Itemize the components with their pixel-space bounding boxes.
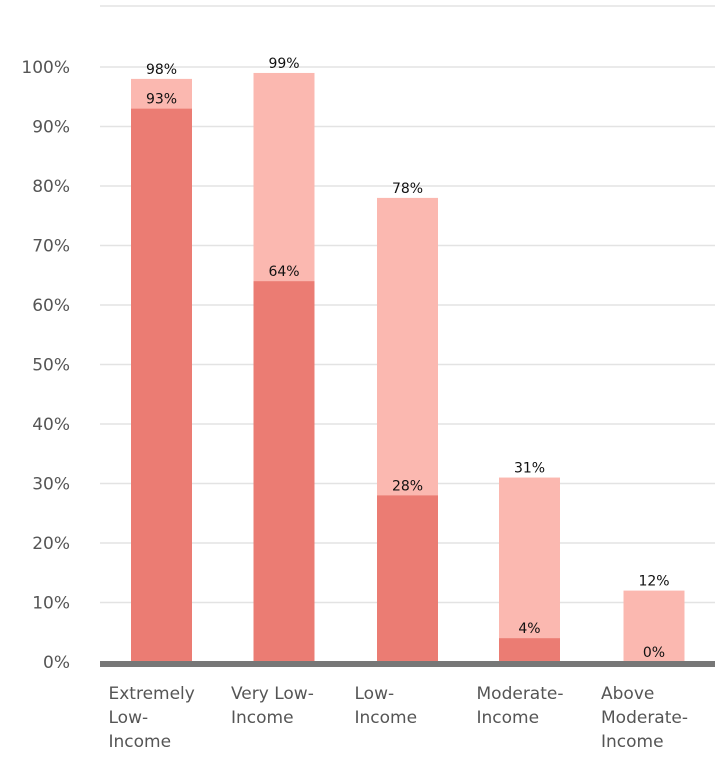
x-tick-label: Low-Income	[355, 684, 418, 728]
data-label-back: 99%	[268, 56, 299, 72]
x-tick-label: Very Low-Income	[231, 684, 314, 728]
bar-front	[253, 281, 315, 662]
data-label-front: 28%	[392, 478, 423, 494]
data-label-back: 31%	[514, 461, 545, 477]
data-label-back: 12%	[638, 574, 669, 590]
x-tick-label: Above Moderate-Income	[601, 684, 688, 752]
y-tick-label: 100%	[21, 58, 70, 78]
x-axis-baseline	[100, 661, 715, 667]
axes: 0% 10% 20% 30% 40% 50% 60% 70% 80% 90% 100% Extreme…	[21, 58, 715, 752]
y-tick-label: 30%	[32, 475, 70, 495]
bar-back	[623, 590, 685, 662]
bars	[131, 72, 685, 662]
bar-front	[131, 108, 192, 662]
y-tick-label: 10%	[32, 594, 70, 614]
bar-back	[499, 477, 560, 662]
y-tick-label: 90%	[32, 118, 70, 138]
x-tick-label: Moderate-Income	[477, 684, 564, 728]
data-label-front: 4%	[518, 621, 540, 637]
bar-front	[377, 495, 438, 662]
y-tick-label: 40%	[32, 415, 70, 435]
bar-front	[499, 638, 560, 662]
data-labels: 98% 99% 78% 31% 12% 93% 64% 28% 4% 0%	[146, 56, 670, 661]
data-label-front: 93%	[146, 92, 177, 108]
data-label-back: 78%	[392, 181, 423, 197]
data-label-front: 64%	[268, 264, 299, 280]
y-tick-label: 80%	[32, 177, 70, 197]
data-label-back: 98%	[146, 62, 177, 78]
data-label-front: 0%	[643, 645, 665, 661]
y-tick-label: 20%	[32, 534, 70, 554]
x-tick-label: Extremely Low-Income	[109, 684, 195, 752]
y-tick-label: 60%	[32, 296, 70, 316]
y-tick-label: 50%	[32, 356, 70, 376]
y-tick-label: 0%	[43, 653, 70, 673]
y-tick-label: 70%	[32, 237, 70, 257]
